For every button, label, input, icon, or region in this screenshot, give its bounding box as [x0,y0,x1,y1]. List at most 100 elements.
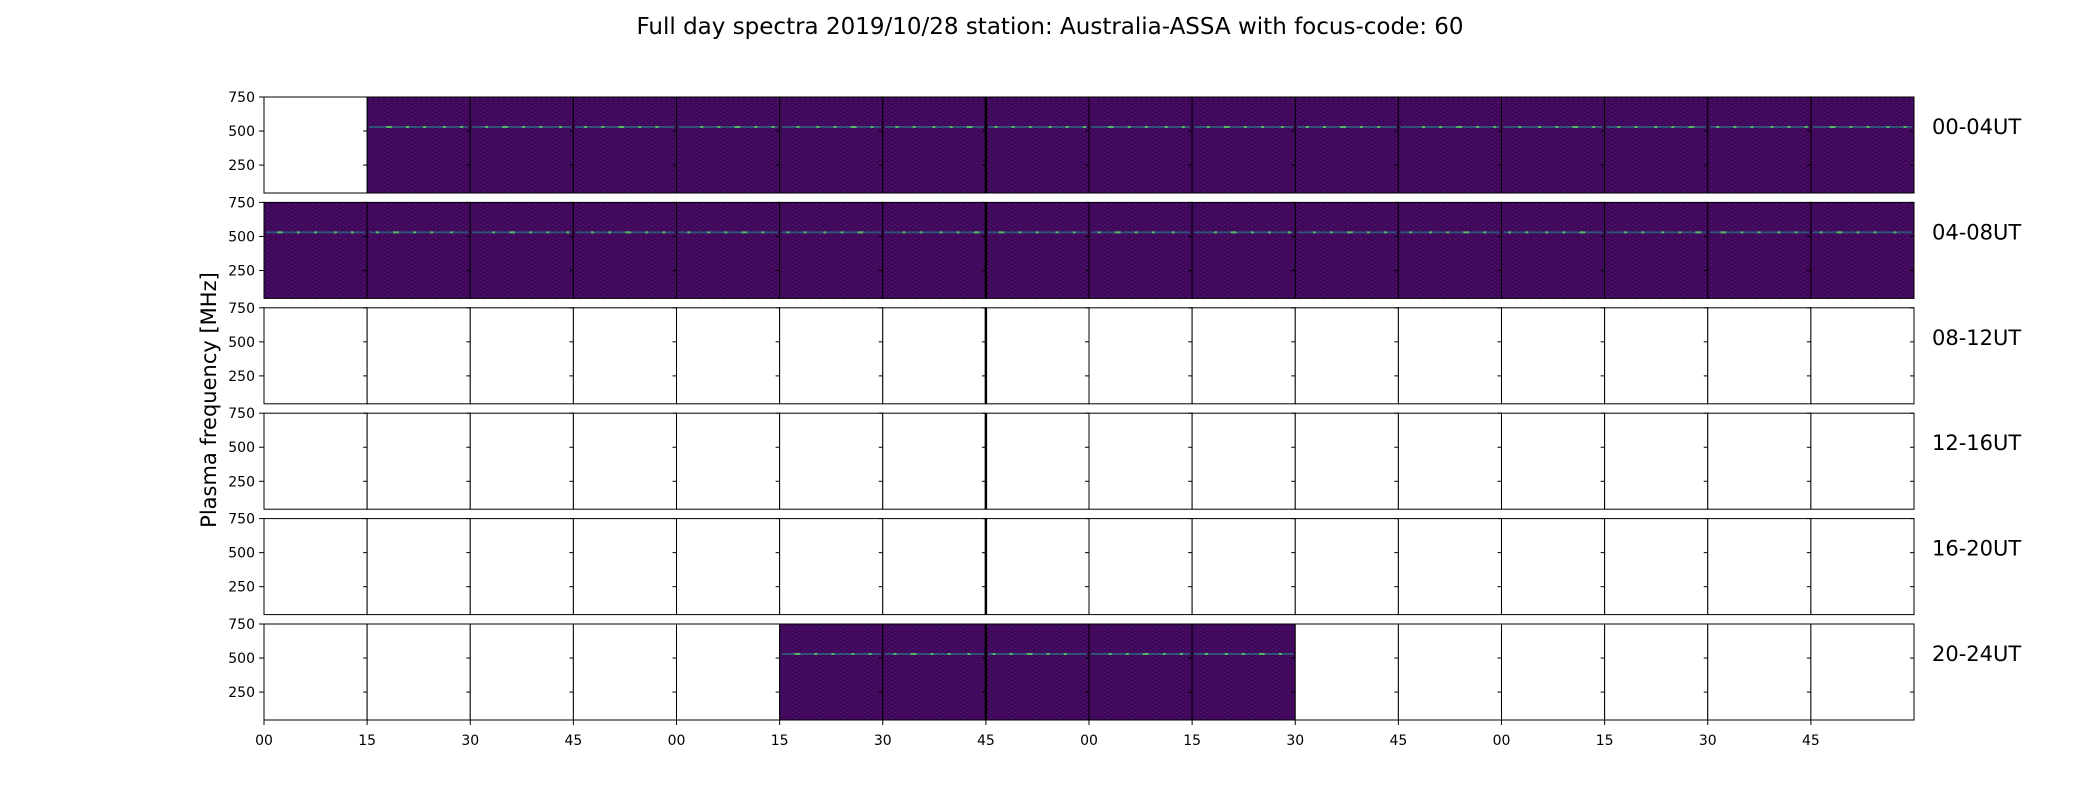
emission-speck [1873,231,1877,234]
empty-segment [367,413,471,510]
emission-speck [1429,231,1432,234]
emission-speck [966,125,970,128]
emission-speck [1142,652,1146,655]
empty-segment [1810,413,1914,510]
empty-segment [676,413,780,510]
empty-segment [1604,624,1708,720]
emission-speck [853,125,857,128]
x-tick-label: 00 [668,733,686,749]
emission-band [884,652,984,655]
emission-speck [1224,125,1227,128]
y-tick-label: 500 [228,546,255,562]
x-tick-label: 45 [977,733,995,749]
emission-speck [1114,231,1118,234]
emission-speck [939,231,943,234]
emission-speck [625,231,629,234]
emission-speck [645,231,649,234]
spectrum-segment [1192,97,1296,193]
emission-speck [1330,231,1333,234]
emission-speck [1259,652,1262,655]
x-tick-label: 45 [564,733,582,749]
y-axis-label: Plasma frequency [MHz] [197,272,221,528]
emission-speck [850,125,854,128]
emission-speck [737,125,741,128]
spectrum-segment [470,202,574,299]
x-tick-label: 30 [1286,733,1304,749]
panel-row: 750 500 250 16-20UT [228,512,2021,616]
emission-speck [559,125,563,128]
spectrum-segment [573,202,677,299]
y-tick-label: 500 [228,440,255,456]
emission-speck [1832,125,1836,128]
emission-speck [700,125,704,128]
empty-segment [882,413,986,510]
x-tick-label: 00 [255,733,273,749]
y-tick-label: 250 [228,158,255,174]
emission-speck [395,231,399,234]
panel-row: 750 500 250 20-24UT [228,617,2021,721]
emission-speck [1224,652,1228,655]
emission-speck [655,125,659,128]
emission-band [781,125,881,128]
emission-speck [919,231,923,234]
empty-segment [985,307,1089,404]
emission-speck [1698,231,1702,234]
empty-segment [264,307,368,404]
emission-speck [1720,231,1724,234]
empty-segment [470,307,574,404]
emission-band [987,652,1087,655]
x-tick-label: 45 [1802,733,1820,749]
emission-speck [1110,125,1114,128]
spectrum-segment [1707,202,1811,299]
emission-speck [279,231,283,234]
emission-speck [502,125,506,128]
spectrum-segment [882,97,986,193]
emission-band [369,125,469,128]
emission-speck [621,125,625,128]
emission-speck [406,125,409,128]
emission-speck [1072,231,1076,234]
spectrum-segment [985,624,1089,720]
emission-speck [1483,231,1487,234]
emission-speck [1097,231,1101,234]
emission-speck [1009,652,1013,655]
emission-band [678,231,778,234]
emission-speck [1849,125,1853,128]
emission-speck [1164,125,1168,128]
emission-speck [1439,125,1443,128]
emission-speck [797,652,801,655]
emission-speck [796,125,800,128]
emission-speck [1757,231,1761,234]
y-tick-label: 500 [228,335,255,351]
emission-speck [618,125,622,128]
emission-speck [1661,231,1665,234]
emission-speck [893,652,897,655]
emission-speck [393,231,397,234]
y-tick-label: 250 [228,474,255,490]
empty-segment [1604,413,1708,510]
y-tick-label: 750 [228,406,255,422]
emission-speck [1733,125,1737,128]
emission-speck [1026,652,1030,655]
emission-speck [967,652,971,655]
spectrum-segment [779,202,883,299]
y-tick-label: 250 [228,685,255,701]
y-tick-label: 500 [228,651,255,667]
emission-speck [1654,125,1658,128]
spectrum-segment [1295,202,1399,299]
spectrum-segment [985,202,1089,299]
empty-segment [264,518,368,615]
empty-segment [1398,624,1502,720]
emission-band [1400,231,1500,234]
spectrum-segment [1398,97,1502,193]
emission-speck [1592,125,1596,128]
emission-speck [1508,231,1512,234]
empty-segment [676,307,780,404]
emission-speck [1171,231,1175,234]
emission-band [472,125,572,128]
x-tick-label: 15 [1596,733,1614,749]
emission-speck [1740,231,1744,234]
emission-speck [1312,231,1316,234]
emission-speck [1582,231,1586,234]
empty-segment [1295,518,1399,615]
